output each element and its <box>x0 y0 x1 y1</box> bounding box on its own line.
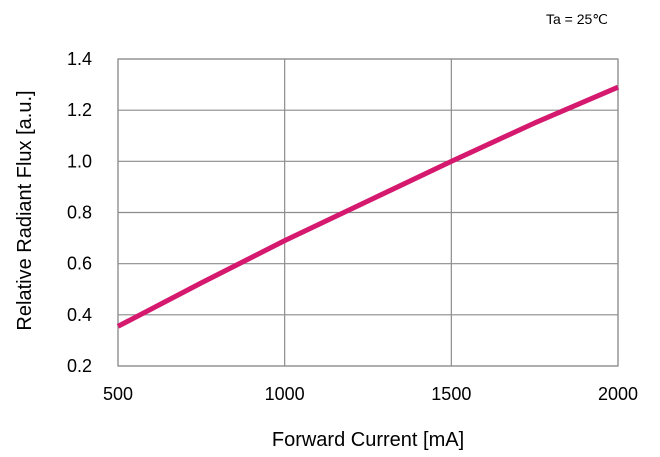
series-layer <box>116 84 619 329</box>
x-tick-labels: 500 1000 1500 2000 <box>103 384 638 404</box>
x-tick-label: 1000 <box>265 384 305 404</box>
y-tick-labels: 0.2 0.4 0.6 0.8 1.0 1.2 1.4 <box>67 49 92 376</box>
x-tick-label: 1500 <box>431 384 471 404</box>
y-tick-label: 1.2 <box>67 100 92 120</box>
y-tick-label: 1.0 <box>67 151 92 171</box>
y-tick-label: 0.2 <box>67 356 92 376</box>
series-line <box>116 84 619 329</box>
x-tick-label: 500 <box>103 384 133 404</box>
x-axis-title: Forward Current [mA] <box>272 429 464 451</box>
x-tick-label: 2000 <box>598 384 638 404</box>
y-tick-label: 0.4 <box>67 305 92 325</box>
y-tick-label: 0.8 <box>67 203 92 223</box>
y-tick-label: 0.6 <box>67 254 92 274</box>
plot-frame <box>117 58 619 367</box>
grid <box>117 58 619 367</box>
y-tick-label: 1.4 <box>67 49 92 69</box>
y-axis-title: Relative Radiant Flux [a.u.] <box>14 90 36 330</box>
annotation-text: Ta = 25℃ <box>546 11 608 27</box>
